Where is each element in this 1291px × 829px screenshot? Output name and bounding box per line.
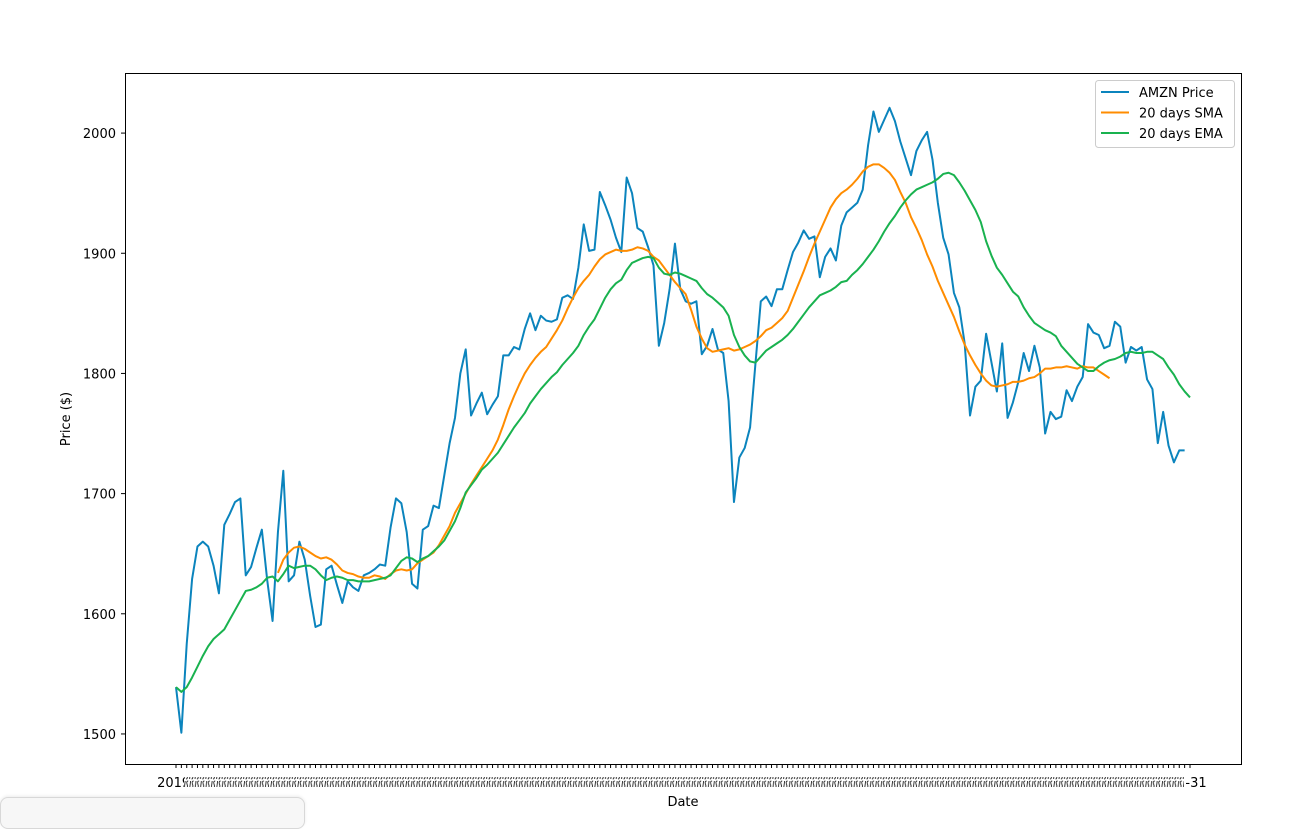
x-tick-label-last: -31 — [1185, 776, 1206, 791]
x-axis: 2019- -31 — [157, 764, 1207, 791]
series-layer — [175, 106, 1191, 734]
y-axis: 1500 1600 1700 1800 1900 2000 — [83, 127, 125, 743]
y-tick-label-1: 1600 — [83, 608, 116, 623]
x-axis-label: Date — [667, 795, 698, 810]
y-tick-label-0: 1500 — [83, 728, 116, 743]
legend: AMZN Price 20 days SMA 20 days EMA — [1095, 80, 1235, 148]
plot-frame — [125, 73, 1242, 765]
legend-label-1: 20 days SMA — [1139, 107, 1223, 122]
bottom-left-panel — [0, 797, 305, 829]
legend-label-2: 20 days EMA — [1139, 127, 1223, 142]
legend-box — [1095, 80, 1235, 148]
x-tick-labels-overlap — [184, 777, 1184, 787]
legend-label-0: AMZN Price — [1139, 86, 1214, 101]
y-tick-label-4: 1900 — [83, 247, 116, 262]
series-line-1 — [277, 163, 1111, 580]
y-tick-label-5: 2000 — [83, 127, 116, 142]
y-tick-label-3: 1800 — [83, 367, 116, 382]
series-line-2 — [175, 171, 1191, 693]
y-axis-label: Price ($) — [59, 392, 74, 446]
y-tick-label-2: 1700 — [83, 488, 116, 503]
